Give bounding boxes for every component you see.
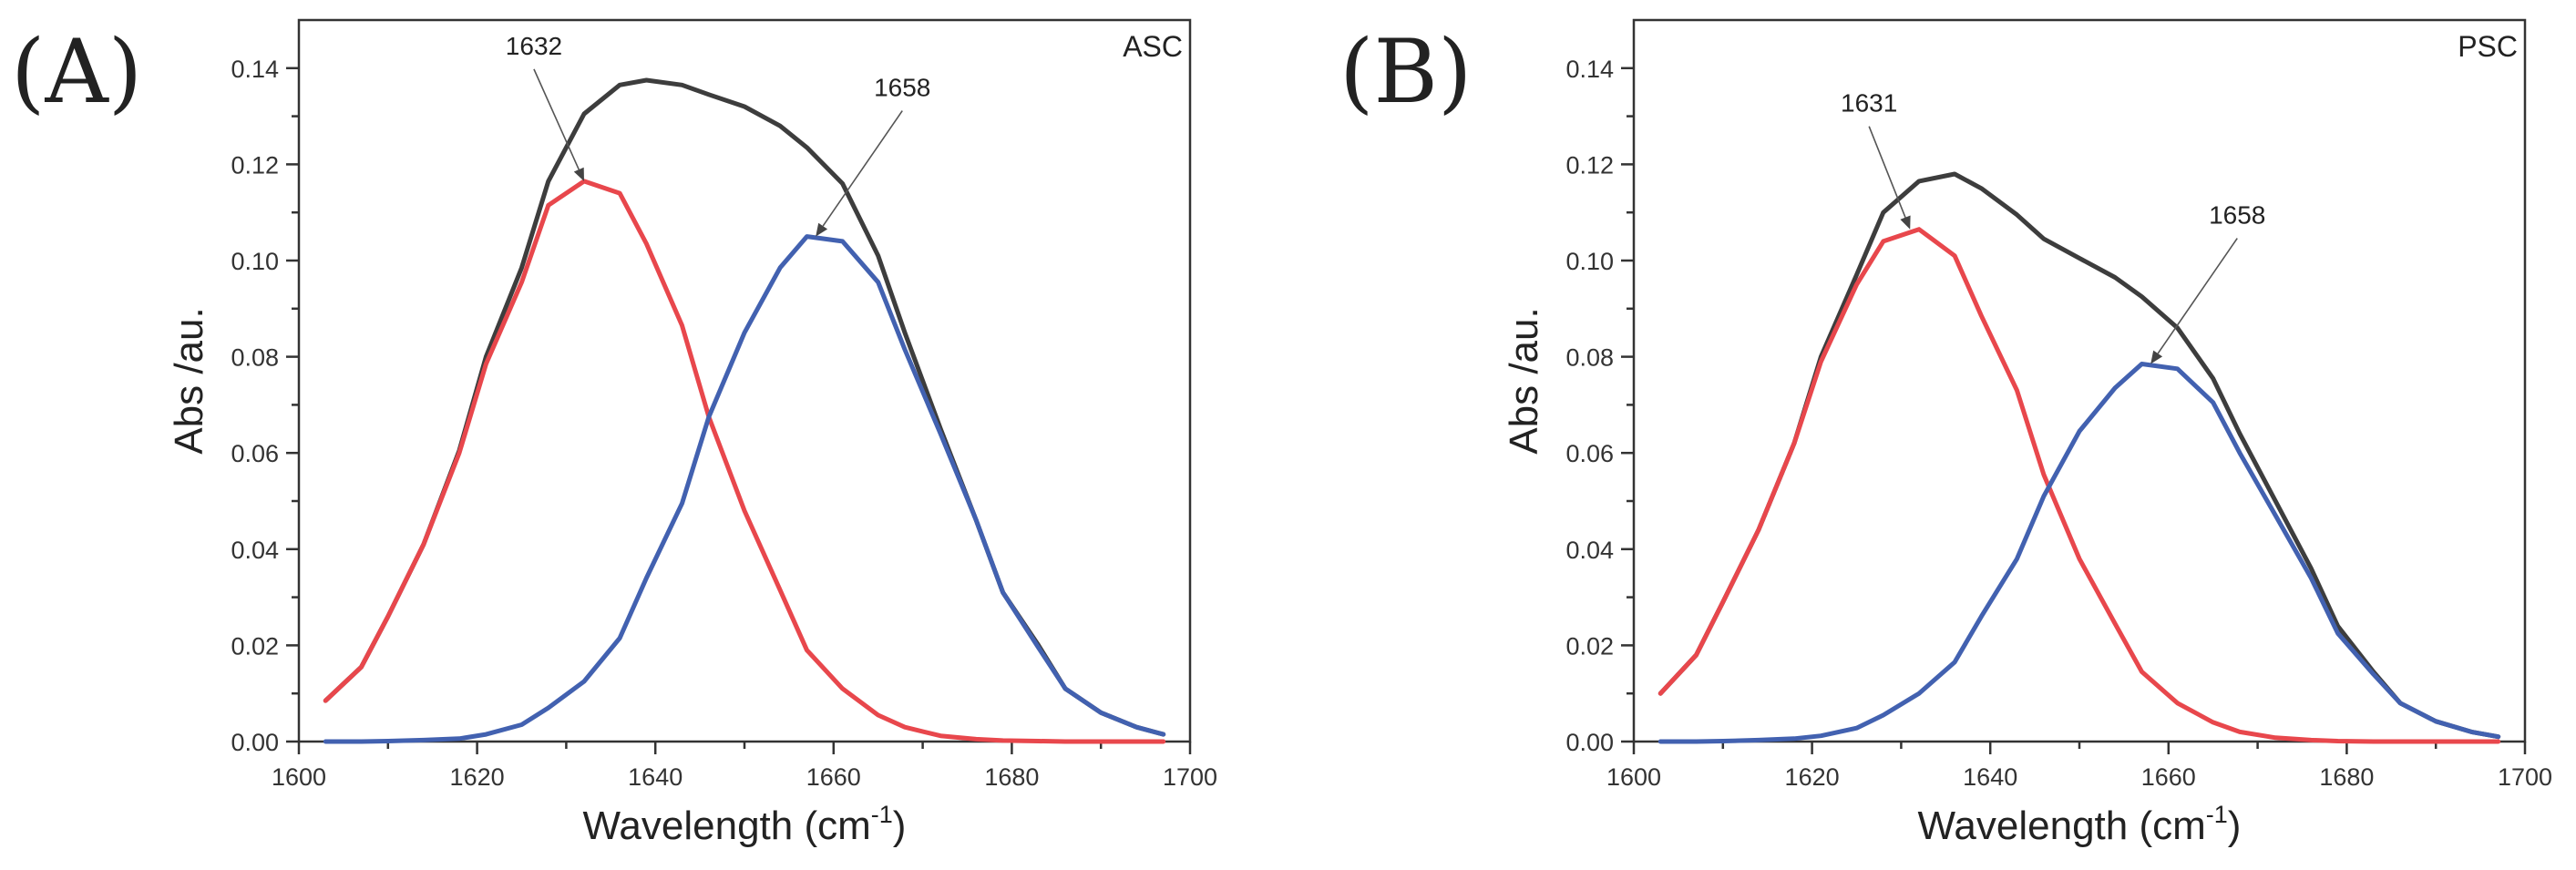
x-axis-title-main: Wavelength (cm — [583, 803, 871, 848]
annotation-leader — [2157, 238, 2238, 354]
annotations: 1631 1658 — [1841, 89, 2265, 364]
axis-ticks: 1600 1620 1640 1660 1680 1700 0.00 0.02 0.04 0.06… — [231, 56, 1217, 791]
series-line-total — [323, 77, 1166, 737]
y-tick-label: 0.00 — [1565, 729, 1614, 756]
panel-a: (A) ASC 1600 1620 1640 1660 1680 1700 0.00 0.02… — [11, 18, 1217, 848]
annotation-leader — [1868, 126, 1906, 218]
x-tick-label: 1660 — [2141, 763, 2196, 791]
x-tick-label: 1700 — [1163, 763, 1217, 791]
annotation-label: 1658 — [2209, 201, 2265, 230]
x-axis-title: Wavelength (cm-1) — [583, 801, 907, 848]
series-lines — [323, 77, 1166, 744]
y-tick-label: 0.04 — [231, 537, 279, 564]
x-tick-label: 1620 — [1785, 763, 1840, 791]
y-tick-label: 0.08 — [231, 344, 279, 372]
x-tick-label: 1600 — [1606, 763, 1661, 791]
y-tick-label: 0.10 — [231, 248, 279, 275]
annotation-arrowhead — [816, 222, 828, 237]
x-axis-title-sup: -1 — [871, 801, 893, 828]
x-axis-title: Wavelength (cm-1) — [1918, 801, 2242, 848]
y-tick-label: 0.06 — [1565, 440, 1614, 467]
x-tick-label: 1640 — [1963, 763, 2017, 791]
series-line-1658 — [323, 234, 1166, 744]
x-tick-label: 1620 — [450, 763, 505, 791]
y-tick-label: 0.10 — [1565, 248, 1614, 275]
annotation-label: 1658 — [874, 74, 930, 102]
x-axis-title-close: ) — [2228, 803, 2242, 848]
annotation-arrowhead — [1900, 215, 1911, 230]
y-tick-label: 0.08 — [1565, 344, 1614, 372]
y-tick-label: 0.02 — [1565, 632, 1614, 660]
series-line-1658 — [1657, 362, 2501, 744]
annotation-label: 1631 — [1841, 89, 1897, 118]
x-axis-title-close: ) — [893, 803, 907, 848]
plot-frame — [297, 18, 1192, 743]
corner-label: ASC — [1123, 30, 1183, 63]
plot-frame — [1632, 18, 2527, 743]
y-tick-label: 0.14 — [1565, 56, 1614, 83]
annotation-label: 1632 — [506, 32, 562, 60]
annotations: 1632 1658 — [506, 32, 930, 237]
annotation-leader — [533, 68, 580, 170]
y-axis-title: Abs /au. — [167, 307, 211, 454]
x-tick-label: 1680 — [984, 763, 1039, 791]
x-tick-label: 1700 — [2498, 763, 2552, 791]
series-line-1631 — [1657, 227, 2501, 744]
x-axis-title-sup: -1 — [2206, 801, 2228, 828]
x-tick-label: 1600 — [272, 763, 326, 791]
y-tick-label: 0.04 — [1565, 537, 1614, 564]
y-tick-label: 0.12 — [231, 151, 279, 179]
panel-b: (B) PSC 1600 1620 1640 1660 1680 1700 0.00 0.02… — [1339, 18, 2552, 848]
series-line-1632 — [323, 179, 1166, 744]
axis-ticks: 1600 1620 1640 1660 1680 1700 0.00 0.02 0.04 0.06… — [1565, 56, 2552, 791]
y-axis-title: Abs /au. — [1502, 307, 1546, 454]
annotation-leader — [822, 110, 903, 227]
x-tick-label: 1640 — [628, 763, 682, 791]
panel-label: (B) — [1339, 21, 1472, 123]
x-axis-title-main: Wavelength (cm — [1918, 803, 2206, 848]
series-lines — [1657, 171, 2501, 744]
y-tick-label: 0.14 — [231, 56, 279, 83]
annotation-arrowhead — [2150, 350, 2163, 364]
x-tick-label: 1660 — [806, 763, 861, 791]
x-tick-label: 1680 — [2319, 763, 2374, 791]
y-tick-label: 0.00 — [231, 729, 279, 756]
series-line-total — [1657, 171, 2501, 740]
y-tick-label: 0.12 — [1565, 151, 1614, 179]
y-tick-label: 0.06 — [231, 440, 279, 467]
corner-label: PSC — [2458, 30, 2518, 63]
annotation-arrowhead — [573, 167, 584, 181]
y-tick-label: 0.02 — [231, 632, 279, 660]
panel-label: (A) — [11, 21, 142, 123]
